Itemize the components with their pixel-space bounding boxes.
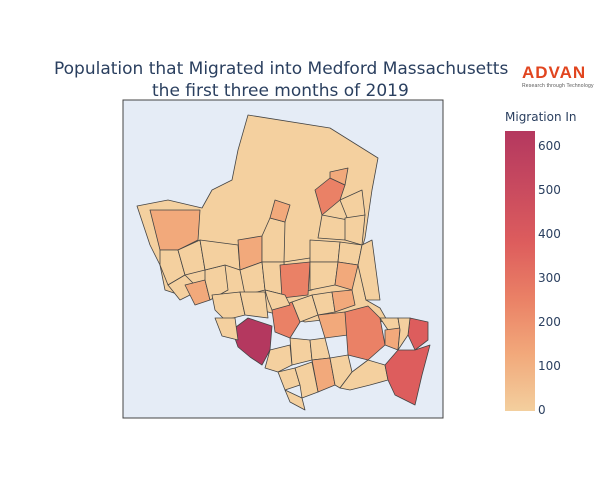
map-region — [331, 289, 356, 313]
colorbar-tick: 100 — [538, 359, 561, 373]
colorbar-tick: 400 — [538, 227, 561, 241]
map-region — [214, 317, 239, 341]
map-region — [279, 261, 311, 299]
map-region — [357, 239, 381, 301]
map-region — [314, 177, 346, 216]
map-region — [231, 317, 273, 366]
map-region — [289, 337, 313, 366]
colorbar-tick: 300 — [538, 271, 561, 285]
map-region — [211, 291, 246, 321]
advan-logo: ADVAN Research through Technology — [522, 63, 594, 90]
colorbar-tick: 200 — [538, 315, 561, 329]
map-region — [261, 217, 286, 263]
logo-brand: ADVAN — [522, 63, 587, 82]
map-region — [309, 239, 341, 263]
colorbar-tick: 0 — [538, 403, 546, 417]
map-region — [294, 361, 319, 399]
map-region — [264, 344, 293, 373]
colorbar-title: Migration In — [505, 110, 577, 124]
colorbar-tick: 500 — [538, 183, 561, 197]
map-region — [329, 167, 349, 186]
map-region — [199, 239, 241, 271]
map-region — [344, 214, 366, 246]
map-region — [149, 209, 201, 251]
map-region — [239, 291, 269, 319]
map-region — [284, 389, 306, 411]
map-region — [397, 317, 411, 351]
map-region — [384, 344, 431, 406]
logo-tagline: Research through Technology — [522, 83, 594, 89]
colorbar-tick: 600 — [538, 139, 561, 153]
map-region — [264, 289, 291, 311]
colorbar-gradient — [505, 131, 535, 411]
chart-title-line2: the first three months of 2019 — [152, 81, 409, 101]
map-region — [269, 199, 291, 223]
map-region — [317, 214, 349, 241]
chart-title-line1: Population that Migrated into Medford Ma… — [54, 59, 509, 79]
